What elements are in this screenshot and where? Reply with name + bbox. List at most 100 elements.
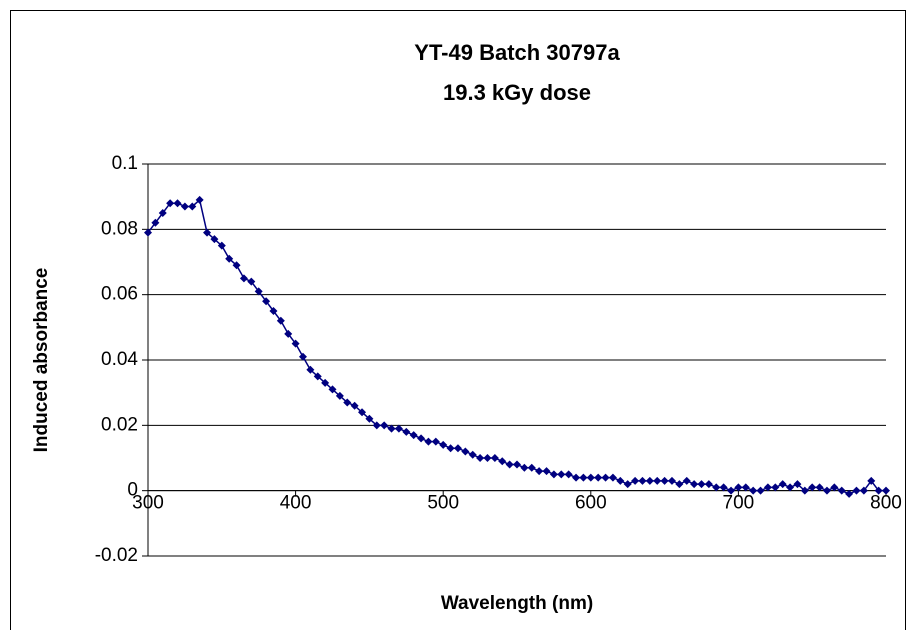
data-point <box>667 476 676 485</box>
data-point <box>151 218 160 227</box>
y-tick-label: 0.1 <box>112 153 138 174</box>
data-point <box>712 483 721 492</box>
data-point <box>520 463 529 472</box>
data-point <box>276 316 285 325</box>
data-point <box>195 195 204 204</box>
data-point <box>402 427 411 436</box>
data-point <box>453 444 462 453</box>
data-point <box>513 460 521 469</box>
data-point <box>298 352 307 361</box>
data-point <box>653 476 662 485</box>
data-point <box>830 483 839 492</box>
data-point <box>335 391 344 400</box>
data-point <box>431 437 440 446</box>
data-point <box>800 486 809 495</box>
x-tick-label: 700 <box>723 493 755 514</box>
data-point <box>756 486 765 495</box>
data-point <box>741 483 750 492</box>
data-point <box>409 431 418 440</box>
x-tick-label: 300 <box>132 493 164 514</box>
y-tick-label: 0.06 <box>101 284 138 305</box>
data-point <box>763 483 772 492</box>
chart-subtitle: 19.3 kGy dose <box>443 80 591 105</box>
data-point <box>874 486 883 495</box>
data-point <box>203 228 212 237</box>
y-tick-label: -0.02 <box>95 545 138 566</box>
data-point <box>262 297 271 306</box>
data-point <box>631 476 640 485</box>
data-point <box>586 473 595 482</box>
x-tick-label: 500 <box>427 493 459 514</box>
data-point <box>778 480 787 489</box>
data-point <box>505 460 514 469</box>
data-point <box>158 209 167 217</box>
y-tick-label: 0 <box>127 480 138 501</box>
data-point <box>749 486 758 495</box>
data-point <box>417 434 426 443</box>
data-point <box>306 365 315 374</box>
data-point <box>461 447 470 456</box>
data-point <box>498 457 507 466</box>
data-point <box>380 421 389 430</box>
data-point <box>372 421 381 430</box>
x-tick-label: 800 <box>870 493 902 514</box>
data-point <box>166 199 175 208</box>
data-point <box>439 440 448 449</box>
data-point <box>269 307 278 315</box>
data-point <box>594 473 603 482</box>
y-tick-label: 0.02 <box>101 414 138 435</box>
data-point <box>490 454 499 462</box>
data-point <box>822 486 831 495</box>
data-point <box>424 437 433 446</box>
data-point <box>727 486 736 495</box>
data-point <box>225 254 234 263</box>
data-point <box>468 450 477 459</box>
x-axis-label: Wavelength (nm) <box>441 593 593 614</box>
data-point <box>638 476 647 485</box>
data-point <box>188 202 197 211</box>
data-point <box>321 378 330 387</box>
chart-border <box>10 10 906 630</box>
data-point <box>579 473 588 482</box>
data-point <box>144 228 152 237</box>
data-point <box>476 454 485 462</box>
data-point <box>239 274 248 283</box>
data-point <box>446 444 455 453</box>
data-point <box>557 470 566 479</box>
chart-title: YT-49 Batch 30797a <box>414 40 620 65</box>
data-point <box>173 199 182 208</box>
data-point <box>859 486 868 495</box>
data-point <box>852 486 861 495</box>
data-point <box>608 473 617 482</box>
data-point <box>690 480 699 489</box>
data-point <box>601 473 610 482</box>
data-point <box>793 480 802 489</box>
y-tick-label: 0.08 <box>101 218 138 239</box>
data-point <box>845 489 854 498</box>
data-point <box>358 408 367 417</box>
data-point <box>387 424 396 433</box>
data-point <box>786 483 795 492</box>
data-point <box>771 483 780 492</box>
data-point <box>719 483 728 492</box>
data-point <box>313 372 322 381</box>
data-point <box>572 473 581 482</box>
data-point <box>350 401 359 410</box>
data-point <box>284 329 293 338</box>
data-point <box>815 483 824 492</box>
data-point <box>291 339 300 348</box>
data-point <box>697 480 706 489</box>
data-point <box>535 467 544 476</box>
data-point <box>660 476 669 485</box>
x-tick-label: 600 <box>575 493 607 514</box>
data-point <box>645 476 654 485</box>
data-point <box>247 277 256 286</box>
data-point <box>542 467 551 476</box>
data-point <box>734 483 743 492</box>
x-tick-label: 400 <box>280 493 312 514</box>
data-point <box>483 454 492 462</box>
y-tick-label: 0.04 <box>101 349 138 370</box>
data-point <box>527 463 536 472</box>
data-point <box>394 424 403 433</box>
